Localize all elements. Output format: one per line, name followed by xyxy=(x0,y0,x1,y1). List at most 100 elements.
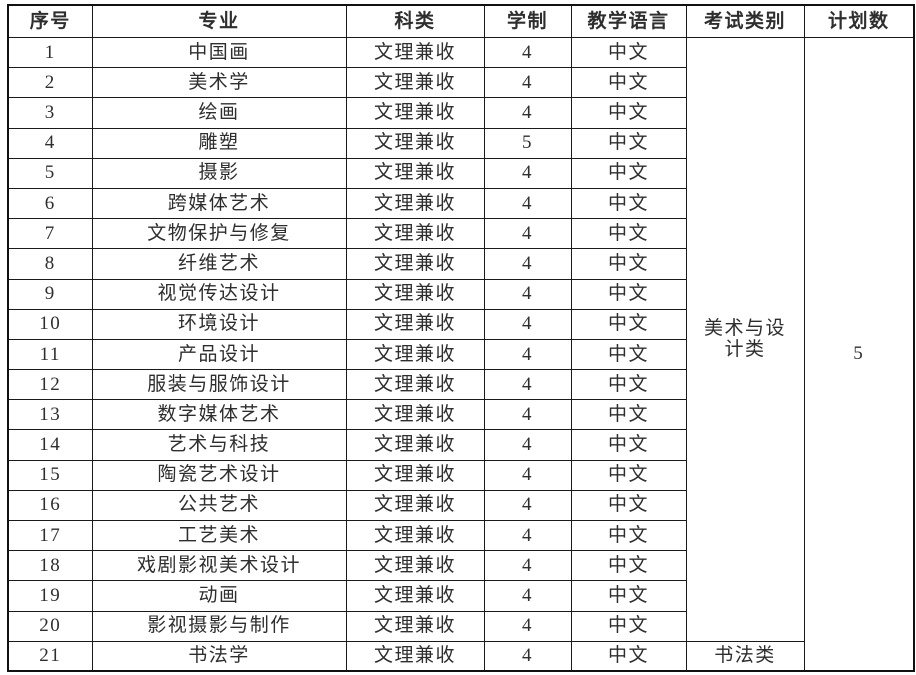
header-cell-exam: 考试类别 xyxy=(685,4,805,38)
table-row: 17 工艺美术 文理兼收 4 中文 xyxy=(7,519,914,552)
language-cell: 中文 xyxy=(570,610,687,642)
major-cell: 工艺美术 xyxy=(91,519,347,552)
row-number-cell: 12 xyxy=(7,369,93,401)
track-cell: 文理兼收 xyxy=(345,36,485,69)
header-row: 序号 专业 科类 学制 教学语言 考试类别 计划数 xyxy=(7,4,915,38)
major-cell: 雕塑 xyxy=(91,127,347,159)
table-row: 19 动画 文理兼收 4 中文 xyxy=(7,580,914,612)
language-cell: 中文 xyxy=(570,248,687,280)
years-cell: 4 xyxy=(483,97,572,129)
major-cell: 服装与服饰设计 xyxy=(91,369,347,401)
years-cell: 4 xyxy=(483,429,572,461)
table-row: 18 戏剧影视美术设计 文理兼收 4 中文 xyxy=(7,550,914,582)
years-cell: 4 xyxy=(483,489,572,522)
table-row: 16 公共艺术 文理兼收 4 中文 xyxy=(7,489,914,522)
years-cell: 4 xyxy=(483,610,572,642)
track-cell: 文理兼收 xyxy=(345,157,485,189)
years-cell: 4 xyxy=(483,67,572,99)
plan-count-cell: 5 xyxy=(803,37,915,672)
header-cell-plan: 计划数 xyxy=(803,4,915,38)
track-cell: 文理兼收 xyxy=(345,640,485,672)
language-cell: 中文 xyxy=(570,640,687,672)
major-cell: 书法学 xyxy=(91,640,347,672)
row-number-cell: 3 xyxy=(7,97,93,129)
row-number-cell: 5 xyxy=(7,157,93,189)
years-cell: 4 xyxy=(483,399,572,431)
track-cell: 文理兼收 xyxy=(345,519,485,552)
years-cell: 4 xyxy=(483,248,572,280)
row-number-cell: 20 xyxy=(7,610,93,642)
years-cell: 4 xyxy=(483,278,572,310)
language-cell: 中文 xyxy=(570,489,687,522)
years-cell: 4 xyxy=(483,338,572,371)
years-cell: 4 xyxy=(483,640,572,672)
major-cell: 绘画 xyxy=(91,97,347,129)
table-body: 1 中国画 文理兼收 4 中文 美术与设计类 5 2 美术学 文理兼收 4 中文 3 绘画 文理兼收 4 中文 4… xyxy=(7,36,915,672)
major-cell: 纤维艺术 xyxy=(91,248,347,280)
major-cell: 美术学 xyxy=(91,67,347,99)
table-row: 11 产品设计 文理兼收 4 中文 xyxy=(7,338,914,371)
major-cell: 摄影 xyxy=(91,157,347,189)
header-cell-language: 教学语言 xyxy=(570,4,687,38)
header-cell-major: 专业 xyxy=(91,4,347,38)
header-cell-track: 科类 xyxy=(345,4,485,38)
exam-category-art-design-label: 美术与设计类 xyxy=(703,317,786,361)
language-cell: 中文 xyxy=(570,36,687,69)
major-cell: 陶瓷艺术设计 xyxy=(91,459,347,491)
row-number-cell: 11 xyxy=(7,338,93,371)
major-cell: 跨媒体艺术 xyxy=(91,187,347,220)
years-cell: 4 xyxy=(483,187,572,220)
row-number-cell: 15 xyxy=(7,459,93,491)
table-row: 15 陶瓷艺术设计 文理兼收 4 中文 xyxy=(7,459,914,491)
table-row: 12 服装与服饰设计 文理兼收 4 中文 xyxy=(7,369,914,401)
track-cell: 文理兼收 xyxy=(345,550,485,582)
table-row: 21 书法学 文理兼收 4 中文 书法类 xyxy=(7,640,914,672)
row-number-cell: 10 xyxy=(7,308,93,340)
years-cell: 4 xyxy=(483,550,572,582)
track-cell: 文理兼收 xyxy=(345,489,485,522)
row-number-cell: 9 xyxy=(7,278,93,310)
track-cell: 文理兼收 xyxy=(345,67,485,99)
language-cell: 中文 xyxy=(570,157,687,189)
major-cell: 动画 xyxy=(91,580,347,612)
row-number-cell: 7 xyxy=(7,218,93,250)
header-cell-years: 学制 xyxy=(483,4,572,38)
years-cell: 4 xyxy=(483,519,572,552)
table-row: 13 数字媒体艺术 文理兼收 4 中文 xyxy=(7,399,914,431)
track-cell: 文理兼收 xyxy=(345,218,485,250)
language-cell: 中文 xyxy=(570,67,687,99)
major-cell: 艺术与科技 xyxy=(91,429,347,461)
years-cell: 4 xyxy=(483,218,572,250)
table-row: 14 艺术与科技 文理兼收 4 中文 xyxy=(7,429,914,461)
language-cell: 中文 xyxy=(570,308,687,340)
language-cell: 中文 xyxy=(570,338,687,371)
row-number-cell: 13 xyxy=(7,399,93,431)
row-number-cell: 19 xyxy=(7,580,93,612)
years-cell: 4 xyxy=(483,157,572,189)
track-cell: 文理兼收 xyxy=(345,610,485,642)
track-cell: 文理兼收 xyxy=(345,429,485,461)
years-cell: 4 xyxy=(483,36,572,69)
row-number-cell: 14 xyxy=(7,429,93,461)
row-number-cell: 21 xyxy=(7,640,93,672)
language-cell: 中文 xyxy=(570,187,687,220)
years-cell: 5 xyxy=(483,127,572,159)
row-number-cell: 18 xyxy=(7,550,93,582)
language-cell: 中文 xyxy=(570,278,687,310)
major-cell: 影视摄影与制作 xyxy=(91,610,347,642)
language-cell: 中文 xyxy=(570,369,687,401)
major-cell: 中国画 xyxy=(91,36,347,69)
language-cell: 中文 xyxy=(570,97,687,129)
exam-category-calligraphy-cell: 书法类 xyxy=(685,640,805,672)
track-cell: 文理兼收 xyxy=(345,248,485,280)
language-cell: 中文 xyxy=(570,580,687,612)
track-cell: 文理兼收 xyxy=(345,459,485,491)
major-cell: 视觉传达设计 xyxy=(91,278,347,310)
table-row: 20 影视摄影与制作 文理兼收 4 中文 xyxy=(7,610,914,642)
language-cell: 中文 xyxy=(570,218,687,250)
major-cell: 产品设计 xyxy=(91,338,347,371)
track-cell: 文理兼收 xyxy=(345,187,485,220)
major-cell: 戏剧影视美术设计 xyxy=(91,550,347,582)
table-header: 序号 专业 科类 学制 教学语言 考试类别 计划数 xyxy=(7,4,915,38)
